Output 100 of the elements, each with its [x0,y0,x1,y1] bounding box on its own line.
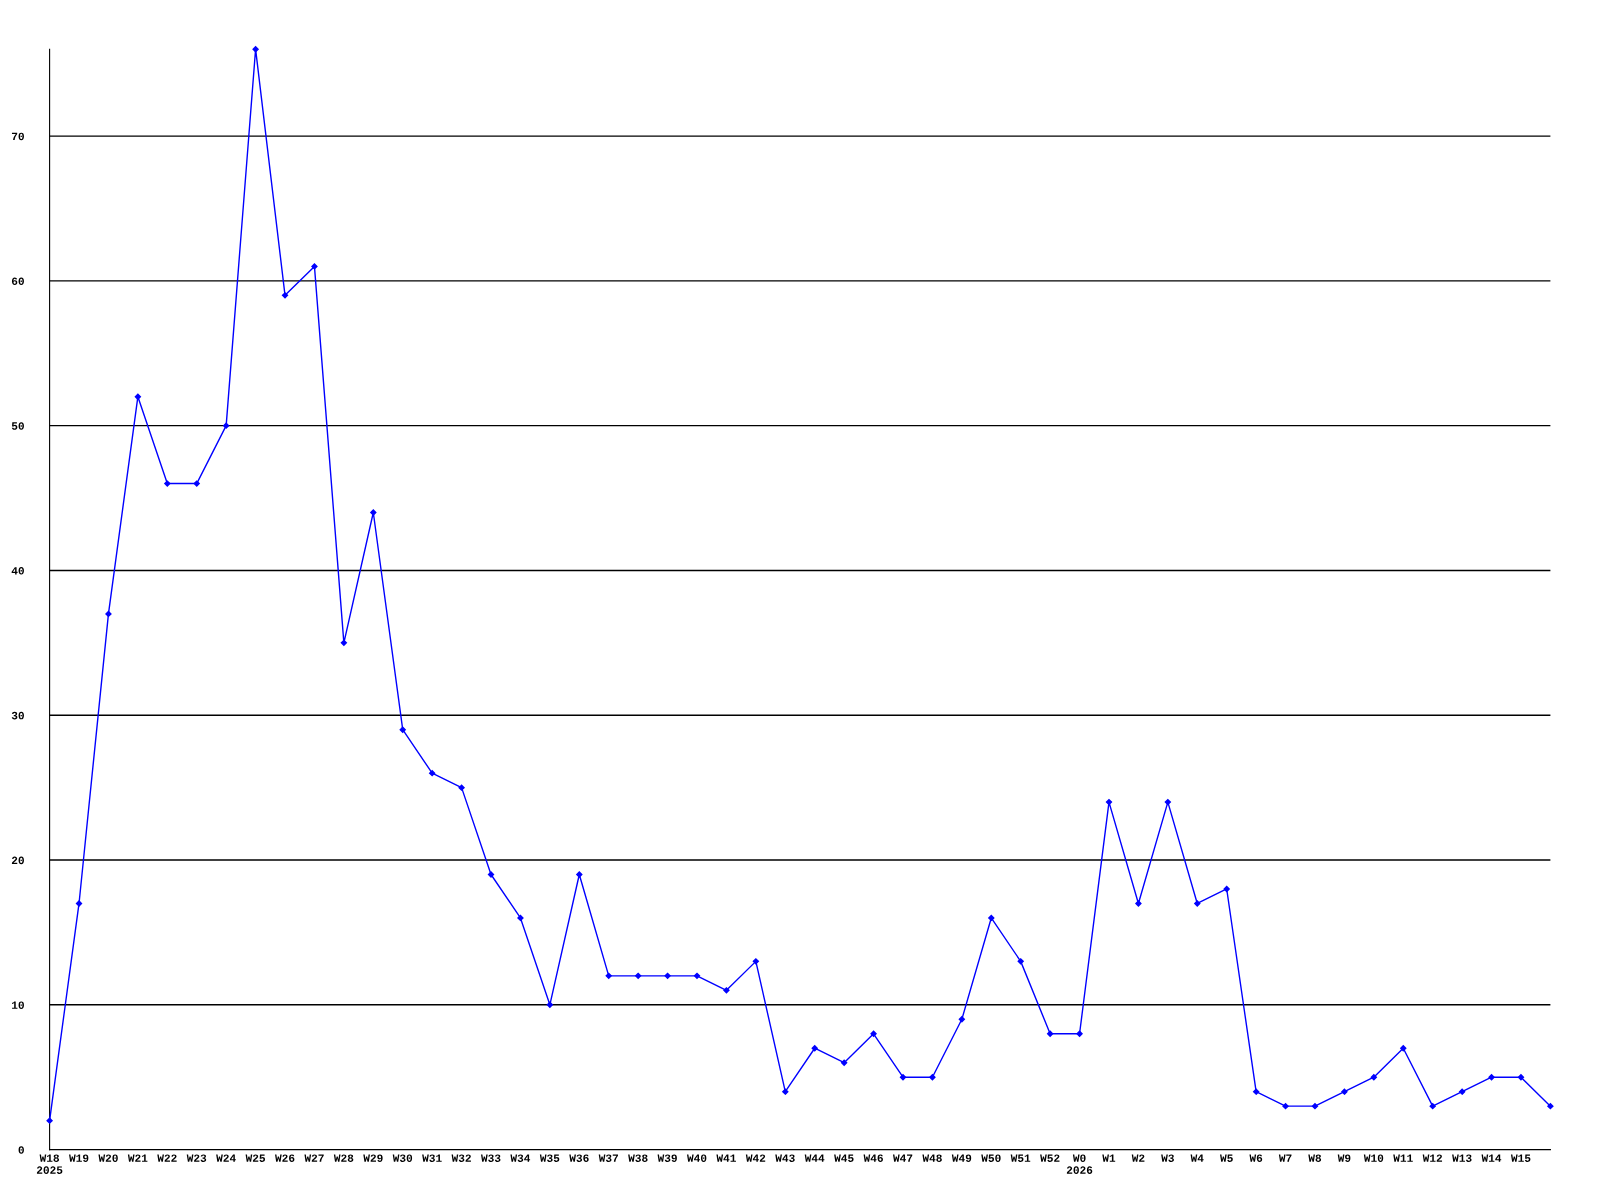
point [664,972,671,980]
point [1341,1088,1348,1095]
point [1282,1103,1289,1110]
x-tick-label: W46 [863,1154,883,1162]
point [693,972,701,980]
y-tick-label: 20 [11,856,24,865]
point [1400,1045,1407,1052]
y-tick-label: 30 [11,711,24,720]
x-tick-label: W43 [775,1154,795,1162]
x-tick-label: W37 [598,1154,618,1162]
x-tick-label: W12 [1422,1154,1443,1162]
x-tick-label: W52 [1040,1154,1060,1162]
x-tick-label: W32 [451,1154,471,1162]
point [634,972,642,980]
point [1488,1074,1495,1081]
x-tick-label: W29 [363,1154,383,1162]
point [1429,1103,1436,1110]
x-tick-label: W28 [333,1154,354,1162]
point [429,769,436,777]
y-tick-label: 0 [18,1146,24,1154]
x-tick-label: W26 [275,1154,295,1162]
x-tick-label: W33 [481,1154,501,1162]
point [134,393,142,400]
y-tick-label: 40 [11,567,24,575]
x-tick-label: W1 [1102,1154,1116,1162]
point [576,871,583,878]
x-tick-label: W13 [1452,1154,1472,1162]
point [1223,885,1230,893]
x-tick-label: W6 [1249,1154,1263,1162]
point [1017,958,1024,965]
x-tick-label: W15 [1510,1154,1531,1162]
x-tick-label: W49 [951,1154,972,1162]
x-tick-label: W38 [628,1154,648,1162]
x-tick-label: W34 [510,1154,531,1162]
x-tick-label: W27 [304,1154,324,1162]
x-tick-label: W19 [69,1154,89,1162]
point [1105,798,1113,806]
point [1076,1030,1083,1037]
y-tick-label: 60 [11,277,24,285]
x-tick-label: W23 [186,1154,207,1162]
point [1164,798,1171,806]
point [929,1074,936,1081]
y-tick-label: 70 [11,132,24,141]
x-tick-label: W21 [127,1154,148,1162]
point [1517,1074,1525,1081]
x-tick-label: W48 [922,1154,942,1162]
point [517,914,524,922]
x-tick-label: W20 [98,1154,118,1162]
point [723,987,730,994]
y-tick-label: 10 [12,1001,24,1009]
x-tick-label: W0 2026 [1066,1154,1093,1174]
point [811,1045,818,1052]
point [899,1074,907,1081]
point [311,263,318,270]
x-tick-label: W3 [1161,1154,1174,1162]
x-tick-label: W51 [1010,1154,1031,1162]
point [252,46,259,53]
x-tick-label: W36 [569,1154,589,1162]
x-tick-label: W8 [1308,1154,1322,1162]
point [546,1001,554,1008]
x-tick-label: W11 [1393,1154,1413,1162]
x-tick-label: W31 [422,1154,442,1162]
y-tick-label: 50 [11,422,24,430]
x-tick-label: W47 [892,1154,913,1162]
point [75,900,83,907]
point [340,639,348,646]
x-tick-label: W4 [1190,1154,1204,1162]
x-tick-label: W44 [804,1154,825,1162]
point [399,726,406,733]
x-tick-label: W22 [157,1154,177,1162]
point [1252,1088,1260,1095]
point [458,784,465,791]
x-tick-label: W7 [1278,1154,1292,1162]
x-tick-label: W18 2025 [36,1154,63,1174]
point [370,509,377,516]
x-tick-label: W10 [1363,1154,1384,1162]
x-tick-label: W45 [834,1154,854,1162]
point [193,480,200,487]
point [988,914,995,922]
x-tick-label: W40 [687,1154,707,1162]
point [1135,900,1142,907]
point [164,480,171,487]
point [46,1117,53,1124]
point [752,958,760,965]
x-tick-label: W35 [539,1154,560,1162]
x-tick-label: W5 [1220,1154,1233,1162]
point [870,1030,877,1037]
point [1458,1088,1466,1095]
x-tick-label: W30 [392,1154,413,1162]
point [1311,1103,1319,1110]
point [605,972,612,980]
x-tick-label: W24 [216,1154,236,1162]
point [281,292,289,299]
x-tick-label: W41 [716,1154,736,1162]
point [223,422,230,429]
x-tick-label: W50 [981,1154,1001,1162]
x-tick-label: W42 [745,1154,766,1162]
point [840,1059,848,1066]
point [958,1016,966,1023]
x-tick-label: W39 [657,1154,677,1162]
